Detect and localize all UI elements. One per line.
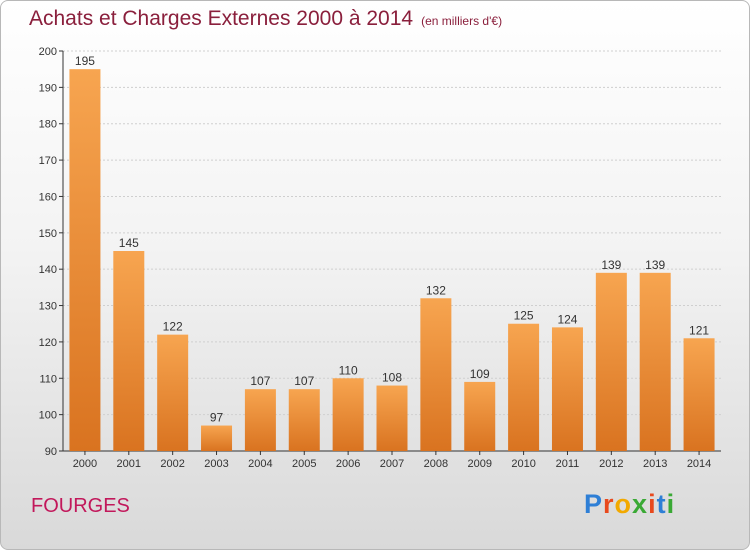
data-label-2006: 110 — [339, 363, 358, 377]
bar-2010 — [508, 323, 540, 451]
bar-2008 — [420, 298, 452, 451]
bar-2014 — [683, 338, 715, 451]
data-label-2007: 108 — [382, 371, 402, 385]
data-label-2003: 97 — [210, 411, 224, 425]
x-tick-label: 2014 — [687, 458, 711, 470]
data-label-2010: 125 — [514, 309, 534, 323]
x-tick-label: 2004 — [248, 458, 272, 470]
y-tick-label: 130 — [39, 301, 57, 313]
x-tick-label: 2003 — [204, 458, 228, 470]
bar-2002 — [157, 334, 189, 451]
bar-2004 — [244, 389, 276, 451]
bar-2009 — [464, 381, 496, 451]
data-label-2012: 139 — [601, 258, 621, 272]
y-tick-label: 180 — [39, 119, 57, 131]
data-label-2013: 139 — [645, 258, 665, 272]
bar-2000 — [69, 69, 101, 451]
y-tick-label: 190 — [39, 82, 57, 94]
bar-2012 — [595, 272, 627, 451]
chart-title: Achats et Charges Externes 2000 à 2014 (e… — [29, 7, 503, 30]
logo-letter: i — [648, 489, 657, 519]
data-label-2009: 109 — [470, 367, 490, 381]
y-tick-label: 100 — [39, 410, 57, 422]
x-tick-label: 2000 — [73, 458, 97, 470]
x-tick-label: 2013 — [643, 458, 667, 470]
y-tick-label: 110 — [39, 373, 57, 385]
y-tick-label: 170 — [39, 155, 57, 167]
y-tick-label: 90 — [45, 446, 57, 458]
bar-2007 — [376, 385, 408, 451]
data-label-2011: 124 — [557, 312, 577, 326]
logo-letter: t — [656, 489, 667, 519]
y-tick-label: 200 — [39, 46, 57, 58]
proxiti-logo: Proxiti — [584, 489, 675, 520]
x-tick-label: 2009 — [467, 458, 491, 470]
logo-letter: o — [614, 489, 633, 519]
data-label-2008: 132 — [426, 283, 446, 297]
logo-letter: x — [632, 489, 649, 519]
bar-2011 — [551, 327, 583, 451]
data-label-2014: 121 — [689, 323, 709, 337]
y-tick-label: 150 — [39, 228, 57, 240]
commune-name: FOURGES — [31, 495, 130, 517]
x-tick-label: 2005 — [292, 458, 316, 470]
data-label-2002: 122 — [163, 320, 183, 334]
bar-2005 — [288, 389, 320, 451]
data-label-2000: 195 — [75, 54, 95, 68]
x-tick-label: 2008 — [424, 458, 448, 470]
bar-2001 — [113, 251, 145, 451]
x-tick-label: 2006 — [336, 458, 360, 470]
x-tick-label: 2001 — [117, 458, 141, 470]
data-label-2004: 107 — [250, 374, 270, 388]
bar-2006 — [332, 378, 364, 451]
y-tick-label: 140 — [39, 264, 57, 276]
data-label-2005: 107 — [294, 374, 314, 388]
logo-letter: i — [666, 489, 676, 519]
x-tick-label: 2012 — [599, 458, 623, 470]
x-tick-label: 2007 — [380, 458, 404, 470]
chart-subtitle: (en milliers d'€) — [421, 14, 503, 28]
y-tick-label: 120 — [39, 337, 57, 349]
logo-letter: r — [603, 489, 615, 519]
bar-2003 — [201, 425, 233, 451]
y-tick-label: 160 — [39, 191, 57, 203]
data-label-2001: 145 — [119, 236, 139, 250]
bar-2013 — [639, 272, 671, 451]
x-tick-label: 2011 — [556, 458, 580, 470]
logo-letter: P — [584, 489, 604, 519]
x-tick-label: 2010 — [511, 458, 535, 470]
x-tick-label: 2002 — [160, 458, 184, 470]
